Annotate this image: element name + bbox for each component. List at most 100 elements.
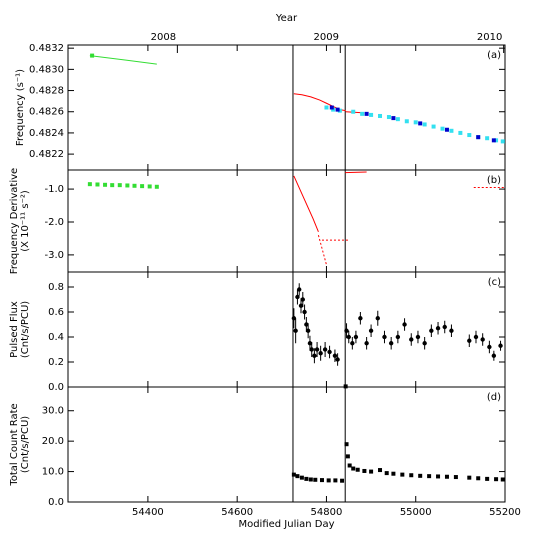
data-point [304, 322, 309, 327]
y-tick-label: 0.4832 [29, 43, 64, 54]
data-point [378, 468, 383, 473]
data-point [500, 139, 505, 144]
data-point [440, 126, 445, 131]
data-point [364, 341, 369, 346]
data-point [494, 138, 499, 143]
y-tick-label: 0.4830 [29, 64, 64, 75]
data-point [132, 183, 137, 188]
data-point [444, 474, 449, 479]
data-point [418, 121, 423, 126]
data-point [305, 328, 311, 333]
y-axis-title: (X 10⁻¹¹ s⁻²) [20, 190, 31, 252]
data-point [391, 471, 396, 476]
y-axis-title: (Cnt/s/PCU) [20, 416, 31, 473]
data-point [429, 328, 434, 333]
y-axis-title: (Cnt/s/PCU) [20, 301, 31, 358]
data-point [103, 182, 108, 187]
data-point [476, 476, 481, 481]
x-tick-label: 54800 [311, 507, 343, 518]
data-point [314, 347, 320, 352]
data-point [140, 184, 145, 189]
data-point [90, 53, 95, 58]
data-point [319, 478, 324, 483]
series-line [317, 235, 327, 265]
data-point [418, 473, 423, 478]
data-point [453, 475, 458, 480]
data-point [458, 130, 463, 135]
data-point [431, 124, 436, 129]
data-point [333, 478, 338, 483]
data-point [302, 309, 307, 315]
data-point [473, 334, 479, 340]
y-tick-label: 0.0 [48, 497, 64, 508]
data-point [409, 473, 414, 478]
data-point [329, 105, 334, 110]
data-point [298, 303, 304, 308]
y-tick-label: 10.0 [42, 467, 64, 478]
x2-axis-title: Year [275, 13, 298, 24]
panel-label: (d) [487, 392, 501, 403]
data-point [154, 184, 159, 189]
data-point [467, 133, 472, 138]
y-tick-label: 0.4 [48, 332, 64, 343]
data-point [485, 476, 490, 481]
data-point [95, 182, 100, 187]
data-point [415, 334, 421, 340]
y-tick-label: 0.4824 [29, 128, 64, 139]
y-tick-label: 0.4828 [29, 86, 64, 97]
data-point [291, 316, 297, 321]
data-point [449, 128, 454, 133]
data-point [340, 478, 345, 483]
data-point [327, 349, 332, 355]
data-point [332, 353, 338, 358]
data-point [400, 472, 405, 477]
data-point [427, 474, 432, 479]
x-axis-title: Modified Julian Day [238, 519, 334, 530]
data-point [378, 113, 383, 118]
y-tick-label: -1.0 [44, 184, 64, 195]
data-point [404, 119, 409, 124]
data-point [324, 105, 329, 110]
data-point [344, 442, 349, 447]
data-point [375, 316, 380, 321]
data-point [487, 344, 492, 350]
data-point [295, 294, 300, 300]
data-point [500, 477, 505, 482]
panel-frame [67, 44, 506, 171]
y-tick-label: -2.0 [44, 217, 64, 228]
data-point [318, 351, 323, 356]
panel-label: (b) [487, 175, 501, 186]
x2-tick-label: 2008 [151, 32, 176, 43]
data-point [343, 384, 348, 389]
data-point [347, 463, 352, 468]
data-point [293, 328, 298, 333]
x-tick-label: 54600 [221, 507, 253, 518]
data-point [467, 475, 472, 480]
data-point [402, 322, 407, 327]
y-tick-label: -3.0 [44, 250, 64, 261]
data-point [413, 120, 418, 125]
data-point [386, 115, 391, 120]
data-point [337, 108, 342, 113]
y-axis-title: Frequency Derivative [9, 168, 20, 274]
data-point [300, 297, 305, 302]
data-point [369, 469, 374, 474]
data-point [117, 183, 122, 188]
data-point [498, 343, 503, 348]
data-point [299, 475, 304, 480]
data-point [395, 334, 401, 340]
data-point [360, 111, 365, 116]
data-point [485, 136, 490, 141]
data-point [436, 474, 441, 479]
data-point [309, 347, 314, 352]
data-point [350, 341, 355, 346]
data-point [345, 454, 350, 459]
y-tick-label: 0.0 [48, 382, 64, 393]
data-point [307, 341, 313, 346]
data-point [395, 117, 400, 122]
data-point [391, 116, 396, 121]
panel-frame [67, 386, 506, 503]
data-point [435, 326, 441, 331]
y-axis-title: Frequency (s⁻¹) [15, 69, 26, 146]
data-point [351, 466, 356, 471]
